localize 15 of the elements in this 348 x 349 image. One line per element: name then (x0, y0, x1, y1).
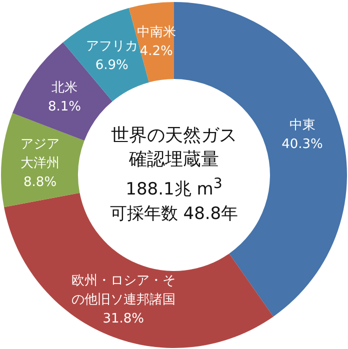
text: 188.1兆 m$^{3}$ (126, 175, 222, 202)
data-label: 40.3% (282, 136, 323, 152)
data-label: 8.8% (24, 174, 57, 190)
data-label: 4.2% (140, 44, 173, 59)
slice-label: 北米 (52, 80, 78, 95)
text: 可採年数 48.8年 (110, 202, 238, 226)
data-label: 31.8% (102, 311, 144, 326)
data-label: 8.1% (48, 98, 82, 114)
data-label: 6.9% (95, 58, 128, 73)
slice-label: アフリカ (86, 38, 138, 54)
text: 世界の天然ガス確認埋蔵量 (110, 124, 238, 172)
donut-slice (1, 113, 84, 208)
slice-label: アジア大洋州 (20, 136, 60, 170)
slice-label: 中東 (289, 117, 316, 132)
slice-label: 欧州・ロシア・その他旧ソ連邦諸国 (71, 273, 176, 308)
